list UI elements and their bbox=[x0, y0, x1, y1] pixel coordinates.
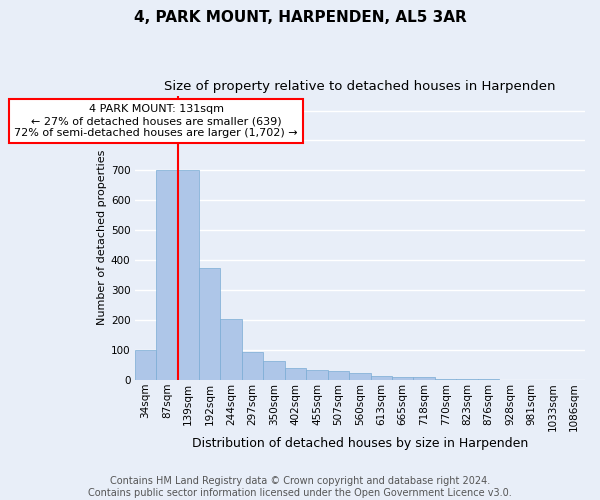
Text: 4, PARK MOUNT, HARPENDEN, AL5 3AR: 4, PARK MOUNT, HARPENDEN, AL5 3AR bbox=[134, 10, 466, 25]
Bar bbox=[413, 377, 435, 380]
Bar bbox=[285, 368, 306, 380]
X-axis label: Distribution of detached houses by size in Harpenden: Distribution of detached houses by size … bbox=[192, 437, 528, 450]
Bar bbox=[199, 268, 220, 380]
Bar bbox=[178, 170, 199, 380]
Bar bbox=[263, 360, 285, 380]
Bar bbox=[478, 378, 499, 380]
Bar bbox=[242, 352, 263, 380]
Text: 4 PARK MOUNT: 131sqm
← 27% of detached houses are smaller (639)
72% of semi-deta: 4 PARK MOUNT: 131sqm ← 27% of detached h… bbox=[14, 104, 298, 138]
Bar bbox=[435, 378, 457, 380]
Bar bbox=[220, 318, 242, 380]
Bar bbox=[134, 350, 156, 380]
Text: Contains HM Land Registry data © Crown copyright and database right 2024.
Contai: Contains HM Land Registry data © Crown c… bbox=[88, 476, 512, 498]
Bar bbox=[306, 370, 328, 380]
Bar bbox=[156, 170, 178, 380]
Bar bbox=[392, 377, 413, 380]
Bar bbox=[328, 371, 349, 380]
Y-axis label: Number of detached properties: Number of detached properties bbox=[97, 150, 107, 326]
Bar bbox=[349, 372, 371, 380]
Bar bbox=[371, 376, 392, 380]
Title: Size of property relative to detached houses in Harpenden: Size of property relative to detached ho… bbox=[164, 80, 556, 93]
